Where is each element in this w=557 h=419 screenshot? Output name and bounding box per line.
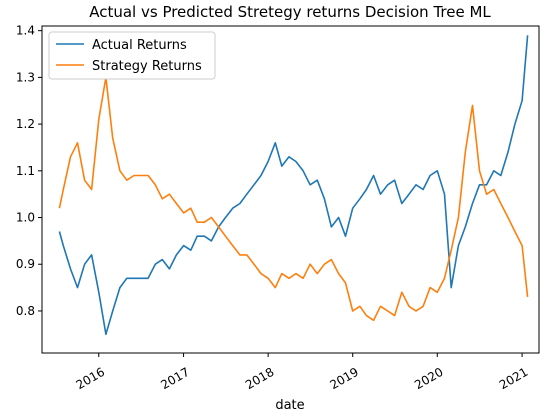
legend-label: Strategy Returns [92, 59, 202, 74]
y-tick-label: 0.8 [16, 304, 35, 318]
series-line-strategy-returns [58, 76, 529, 322]
plot-area [58, 35, 529, 336]
y-axis: 0.8 0.9 1.0 1.1 1.2 1.3 1.4 [16, 24, 42, 318]
y-tick-label: 1.2 [16, 117, 35, 131]
y-tick-label: 1.3 [16, 70, 35, 84]
legend-label: Actual Returns [92, 38, 187, 53]
plot-frame [41, 25, 540, 354]
y-tick-label: 1.0 [16, 211, 35, 225]
chart-title: Actual vs Predicted Stretegy returns Dec… [89, 3, 491, 21]
series-layer [58, 35, 529, 336]
x-axis-title: date [275, 398, 304, 413]
y-tick-label: 1.1 [16, 164, 35, 178]
legend-box [48, 31, 216, 80]
series-line-actual-returns [58, 35, 529, 336]
legend: Actual Returns Strategy Returns [48, 31, 216, 80]
y-tick-label: 1.4 [16, 24, 35, 38]
y-tick-label: 0.9 [16, 257, 35, 271]
